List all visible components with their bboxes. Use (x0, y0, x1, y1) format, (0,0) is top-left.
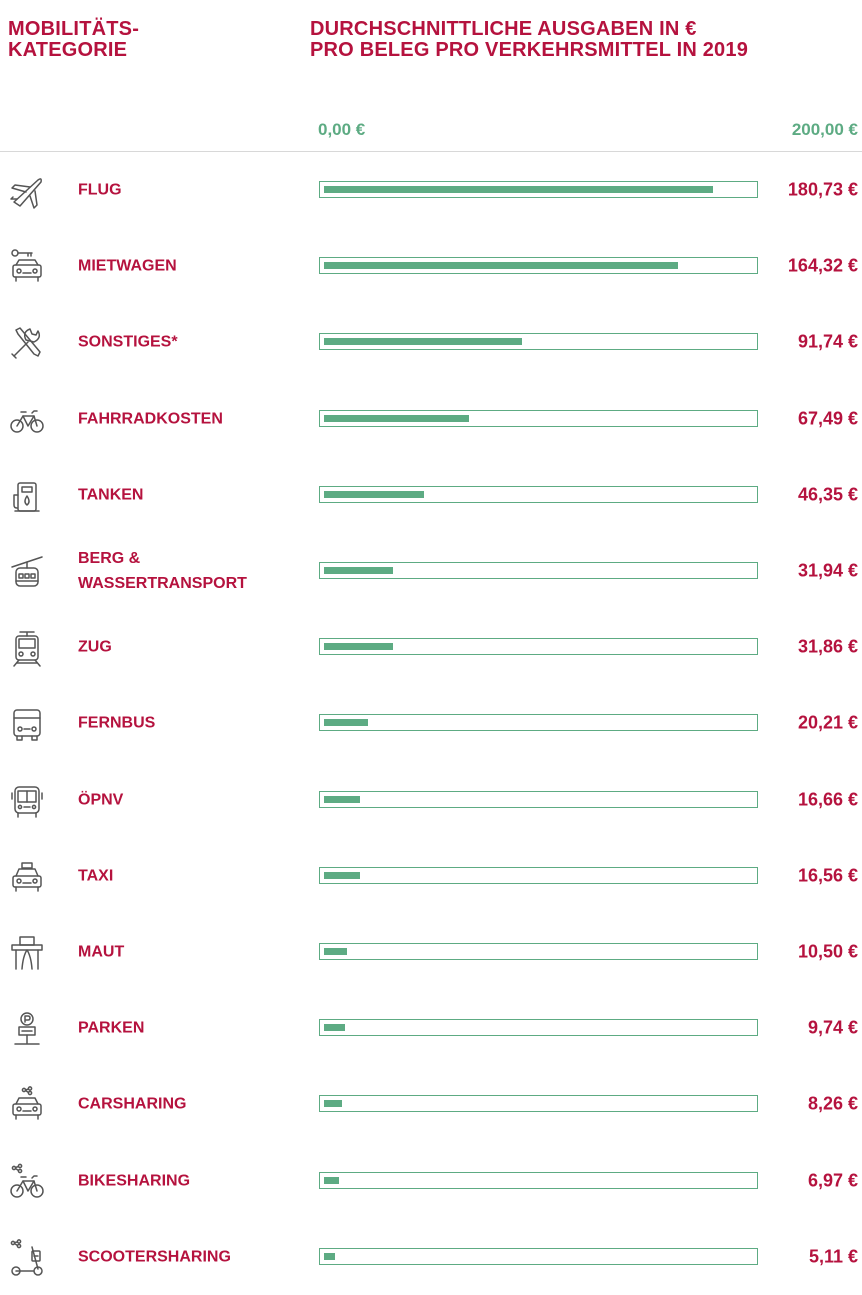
category-label: CARSHARING (78, 1095, 187, 1113)
bar-row-scootersharing: SCOOTERSHARING 5,11 € (0, 1219, 862, 1295)
bar-track (319, 485, 758, 503)
category-label: MIETWAGEN (78, 257, 177, 275)
bar-track (319, 257, 758, 275)
bar-row-fernbus: FERNBUS 20,21 € (0, 685, 862, 761)
axis-min-label: 0,00 € (318, 120, 366, 139)
category-label: ÖPNV (78, 791, 124, 809)
bar-track (319, 181, 758, 198)
bar-row-maut: MAUT 10,50 € (0, 914, 862, 990)
bar-track (319, 1247, 758, 1265)
axis-max-label: 200,00 € (791, 120, 858, 139)
category-label: TAXI (78, 867, 114, 885)
bar-row-öpnv: ÖPNV 16,66 € (0, 762, 862, 838)
fuel-pump-icon (8, 477, 46, 515)
bar-chart: FLUG 180,73 € MIETWAGEN 164,32 € SONSTIGES* 9… (0, 152, 862, 1276)
bar (324, 871, 360, 879)
train-icon (8, 629, 46, 667)
bar (324, 1252, 335, 1260)
bar (324, 1100, 342, 1108)
bar (324, 1176, 340, 1184)
bar-row-fahrradkosten: FAHRRADKOSTEN 67,49 € (0, 381, 862, 457)
value-label: 20,21 € (797, 712, 858, 733)
bar-track (319, 1019, 758, 1037)
tools-icon (8, 324, 46, 362)
category-label: PARKEN (78, 1019, 145, 1037)
value-label: 31,86 € (797, 636, 858, 657)
header-divider (0, 151, 862, 152)
category-label: SCOOTERSHARING (78, 1248, 231, 1266)
bicycle-icon (8, 401, 46, 439)
bar-row-parken: PARKEN 9,74 € (0, 990, 862, 1066)
category-header: MOBILITÄTS- KATEGORIE (8, 18, 140, 61)
bar (324, 643, 393, 651)
value-label: 67,49 € (797, 408, 858, 429)
bar-track (319, 790, 758, 808)
bar (324, 262, 679, 270)
category-label: SONSTIGES* (78, 333, 178, 351)
value-label: 91,74 € (797, 331, 858, 352)
value-label: 6,97 € (807, 1170, 858, 1191)
coach-bus-icon (8, 705, 46, 743)
category-label: FLUG (78, 181, 122, 199)
category-label: FERNBUS (78, 714, 156, 732)
gondola-icon (8, 553, 46, 591)
bar-row-carsharing: CARSHARING 8,26 € (0, 1066, 862, 1142)
bar-row-zug: ZUG 31,86 € (0, 609, 862, 685)
carsharing-icon (8, 1086, 46, 1124)
bar-track (319, 409, 758, 427)
category-label: FAHRRADKOSTEN (78, 410, 223, 428)
parking-sign-icon (8, 1010, 46, 1048)
category-label: MAUT (78, 943, 125, 961)
bar (324, 795, 360, 803)
city-bus-icon (8, 782, 46, 820)
value-label: 9,74 € (807, 1017, 858, 1038)
bar-track (319, 714, 758, 732)
bar (324, 719, 368, 727)
bar-row-taxi: TAXI 16,56 € (0, 838, 862, 914)
airplane-icon (8, 172, 46, 210)
bar-track (319, 943, 758, 960)
bar (324, 338, 522, 346)
bar-track (319, 1171, 758, 1189)
scootersharing-icon (8, 1238, 46, 1277)
bar (324, 490, 424, 498)
bikesharing-icon (8, 1163, 46, 1201)
taxi-icon (8, 858, 46, 896)
bar-track (319, 866, 758, 884)
bar-row-bikesharing: BIKESHARING 6,97 € (0, 1143, 862, 1219)
rental-car-icon (8, 248, 46, 286)
bar (324, 414, 470, 422)
bar-row-sonstiges: SONSTIGES* 91,74 € (0, 304, 862, 380)
bar-track (319, 638, 758, 656)
category-label: ZUG (78, 638, 112, 656)
toll-gate-icon (8, 934, 46, 972)
bar-track (319, 333, 758, 351)
chart-title: DURCHSCHNITTLICHE AUSGABEN IN € PRO BELE… (310, 18, 749, 61)
bar-track (319, 1095, 758, 1113)
value-label: 8,26 € (807, 1093, 858, 1114)
value-label: 16,66 € (797, 789, 858, 810)
bar-row-mietwagen: MIETWAGEN 164,32 € (0, 228, 862, 304)
category-label: BIKESHARING (78, 1172, 191, 1190)
value-label: 46,35 € (797, 484, 858, 505)
value-label: 10,50 € (797, 941, 858, 962)
bar (324, 948, 347, 955)
category-label: TANKEN (78, 486, 144, 504)
bar (324, 186, 714, 193)
value-label: 16,56 € (797, 865, 858, 886)
bar-row-tanken: TANKEN 46,35 € (0, 457, 862, 533)
value-label: 5,11 € (808, 1246, 858, 1267)
bar-track (319, 562, 758, 579)
bar (324, 1024, 345, 1032)
value-label: 31,94 € (797, 560, 858, 581)
category-label: BERG & WASSERTRANSPORT (78, 550, 247, 592)
value-label: 180,73 € (787, 179, 858, 200)
bar (324, 567, 393, 574)
bar-row-flug: FLUG 180,73 € (0, 152, 862, 228)
bar-row-berg-wassertransport: BERG & WASSERTRANSPORT 31,94 € (0, 533, 862, 609)
value-label: 164,32 € (787, 255, 858, 276)
